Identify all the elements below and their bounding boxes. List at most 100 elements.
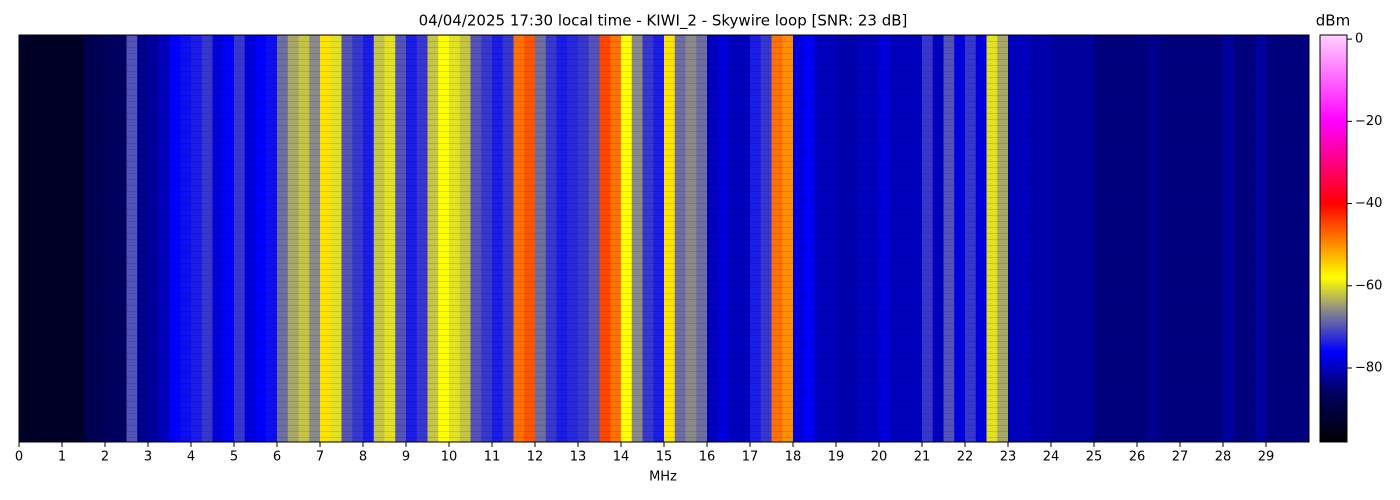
row-texture [19,167,1309,168]
row-texture [19,389,1309,390]
row-texture [19,173,1309,174]
x-tick-label: 21 [914,450,931,465]
x-tick-label: 14 [613,450,630,465]
spectrum-strip [803,35,815,442]
spectrum-strip [72,35,84,442]
x-tick-label: 24 [1043,450,1060,465]
spectrum-strip [889,35,901,442]
row-texture [19,203,1309,204]
spectrum-strip [492,35,504,442]
row-texture [19,95,1309,96]
row-texture [19,257,1309,258]
spectrum-strip [449,35,461,442]
spectrum-strip [793,35,805,442]
row-texture [19,191,1309,192]
x-tick-label: 15 [656,450,673,465]
spectrum-strip [1008,35,1020,442]
x-tick-label: 18 [785,450,802,465]
spectrum-strip [1018,35,1030,442]
spectrum-strip [115,35,127,442]
spectrum-strip [900,35,912,442]
row-texture [19,245,1309,246]
x-axis-label: MHz [649,470,677,485]
spectrum-strip [943,35,955,442]
spectrum-strip [481,35,493,442]
spectrum-strip [1029,35,1041,442]
colorbar-tick-label: −40 [1355,196,1382,211]
x-tick-label: 4 [187,450,195,465]
spectrum-strip [320,35,332,442]
spectrum-strip [309,35,321,442]
x-tick-label: 28 [1215,450,1232,465]
row-texture [19,221,1309,222]
spectrum-strip [62,35,74,442]
row-texture [19,317,1309,318]
spectrum-strip [642,35,654,442]
x-tick-label: 6 [273,450,281,465]
row-texture [19,311,1309,312]
spectrum-strip [158,35,170,442]
spectrum-strip [234,35,246,442]
row-texture [19,275,1309,276]
spectrum-strip [1287,35,1299,442]
spectrum-strip [330,35,342,442]
x-tick-label: 8 [359,450,367,465]
spectrum-strip [664,35,676,442]
row-texture [19,305,1309,306]
row-texture [19,347,1309,348]
row-texture [19,341,1309,342]
spectrum-strip [266,35,278,442]
row-texture [19,251,1309,252]
spectrum-strip [244,35,256,442]
row-texture [19,119,1309,120]
spectrum-strip [717,35,729,442]
spectrum-strip [922,35,934,442]
row-texture [19,107,1309,108]
spectrum-strip [1115,35,1127,442]
row-texture [19,425,1309,426]
spectrum-strip [459,35,471,442]
row-texture [19,407,1309,408]
row-texture [19,215,1309,216]
spectrum-strip [406,35,418,442]
row-texture [19,161,1309,162]
spectrum-strip [621,35,633,442]
row-texture [19,299,1309,300]
row-texture [19,383,1309,384]
spectrum-strip [363,35,375,442]
spectrum-strip [427,35,439,442]
row-texture [19,53,1309,54]
spectrum-strip [126,35,138,442]
spectrum-strip [137,35,149,442]
spectrum-strip [1233,35,1245,442]
spectrum-strip [825,35,837,442]
x-tick-label: 9 [402,450,410,465]
spectrum-strip [1104,35,1116,442]
spectrum-strip [685,35,697,442]
colorbar [1319,34,1348,443]
spectrum-strip [599,35,611,442]
spectrum-strip [212,35,224,442]
row-texture [19,329,1309,330]
row-texture [19,269,1309,270]
x-tick-label: 16 [699,450,716,465]
spectrum-strip [1083,35,1095,442]
spectrum-strip [470,35,482,442]
spectrum-strip [739,35,751,442]
spectrum-strip [545,35,557,442]
spectrum-strip [965,35,977,442]
spectrum-strip [879,35,891,442]
x-tick-label: 12 [527,450,544,465]
spectrum-strip [975,35,987,442]
spectrum-strip [707,35,719,442]
spectrum-strip [1051,35,1063,442]
x-tick-label: 25 [1086,450,1103,465]
spectrum-strip [223,35,235,442]
row-texture [19,263,1309,264]
spectrum-strip [1158,35,1170,442]
x-tick-label: 26 [1129,450,1146,465]
row-texture [19,395,1309,396]
spectrum-strip [1126,35,1138,442]
row-texture [19,101,1309,102]
row-texture [19,239,1309,240]
